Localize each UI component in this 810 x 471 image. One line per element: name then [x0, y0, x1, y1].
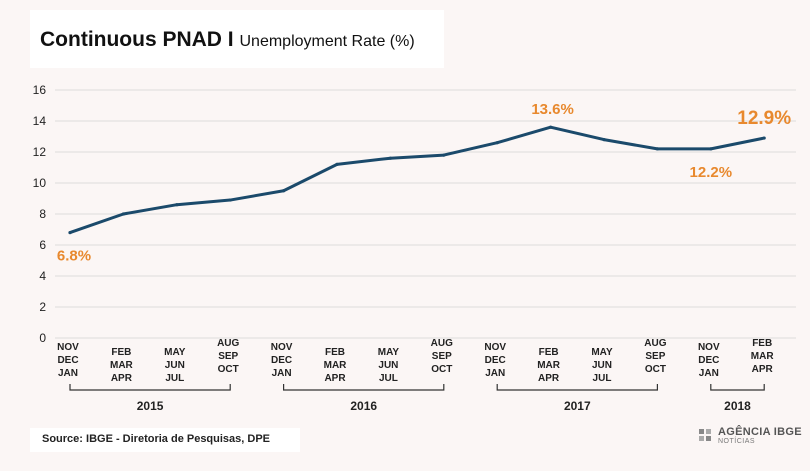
x-tick-label: JAN — [272, 368, 292, 379]
x-tick-label: MAR — [751, 351, 775, 362]
data-point — [762, 136, 766, 140]
x-tick-label: APR — [752, 364, 774, 375]
x-tick-label: JAN — [58, 368, 78, 379]
x-tick-label: OCT — [431, 364, 452, 375]
x-tick-label: DEC — [271, 355, 292, 366]
x-tick-label: FEB — [752, 338, 772, 349]
x-tick-label: JUN — [378, 360, 398, 371]
data-point — [495, 141, 499, 145]
data-point — [175, 203, 179, 207]
data-point — [655, 147, 660, 151]
y-tick-label: 16 — [33, 83, 47, 97]
x-tick-label: APR — [324, 373, 346, 384]
y-tick-label: 10 — [33, 176, 47, 190]
x-tick-label: APR — [111, 373, 133, 384]
x-tick-label: JUN — [165, 360, 185, 371]
x-tick-label: AUG — [217, 338, 239, 349]
x-tick-label: JAN — [699, 368, 719, 379]
x-tick-label: SEP — [218, 351, 238, 362]
x-tick-label: AUG — [644, 338, 666, 349]
x-tick-label: MAR — [110, 360, 134, 371]
x-tick-label: AUG — [431, 338, 453, 349]
x-tick-label: DEC — [485, 355, 506, 366]
data-point — [602, 138, 606, 142]
year-label: 2015 — [137, 399, 164, 413]
y-tick-label: 14 — [33, 114, 47, 128]
data-label: 12.2% — [690, 164, 733, 181]
source-box: Source: IBGE - Diretoria de Pesquisas, D… — [30, 428, 300, 452]
year-label: 2018 — [724, 399, 751, 413]
x-tick-label: SEP — [645, 351, 665, 362]
y-tick-label: 12 — [33, 145, 47, 159]
x-tick-label: FEB — [539, 347, 559, 358]
data-point — [68, 231, 72, 235]
x-tick-label: APR — [538, 373, 560, 384]
data-point — [549, 125, 553, 129]
data-label: 6.8% — [57, 248, 91, 265]
x-tick-label: MAR — [537, 360, 561, 371]
data-point — [709, 147, 713, 151]
data-point — [282, 189, 286, 193]
x-tick-label: JUN — [592, 360, 612, 371]
y-tick-label: 4 — [39, 269, 46, 283]
agency-logo: AGÊNCIA IBGE NOTÍCIAS — [698, 425, 802, 449]
x-tick-label: FEB — [325, 347, 345, 358]
y-tick-label: 0 — [39, 331, 46, 345]
data-label: 12.9% — [737, 108, 791, 129]
x-tick-label: MAR — [324, 360, 348, 371]
logo-sub: NOTÍCIAS — [718, 438, 756, 445]
series-line — [69, 125, 765, 235]
x-tick-label: NOV — [484, 342, 506, 353]
y-tick-label: 2 — [39, 300, 46, 314]
x-tick-label: JUL — [593, 373, 612, 384]
year-bracket — [283, 384, 445, 391]
title-box: Continuous PNAD I Unemployment Rate (%) — [30, 10, 444, 68]
year-bracket — [496, 384, 658, 391]
data-point — [121, 212, 125, 216]
source-note: Source: IBGE - Diretoria de Pesquisas, D… — [42, 433, 271, 445]
data-label: 13.6% — [531, 101, 574, 118]
year-label: 2017 — [564, 399, 591, 413]
data-point — [442, 153, 446, 157]
logo-brand: AGÊNCIA IBGE — [718, 426, 802, 438]
x-tick-label: MAY — [591, 347, 613, 358]
logo-mark-icon — [699, 429, 711, 441]
x-tick-label: SEP — [432, 351, 452, 362]
x-tick-label: MAY — [378, 347, 400, 358]
year-bracket — [69, 384, 231, 391]
y-tick-label: 8 — [39, 207, 46, 221]
year-bracket — [710, 384, 765, 391]
data-point — [335, 162, 339, 166]
data-point — [228, 198, 232, 202]
x-tick-label: DEC — [57, 355, 78, 366]
x-tick-label: NOV — [271, 342, 293, 353]
x-tick-label: JUL — [165, 373, 184, 384]
x-tick-label: NOV — [57, 342, 79, 353]
y-tick-label: 6 — [39, 238, 46, 252]
x-tick-label: FEB — [111, 347, 131, 358]
x-tick-label: MAY — [164, 347, 186, 358]
x-tick-label: JAN — [485, 368, 505, 379]
x-tick-label: NOV — [698, 342, 720, 353]
x-tick-label: JUL — [379, 373, 398, 384]
x-tick-label: DEC — [698, 355, 719, 366]
chart-title: Continuous PNAD I Unemployment Rate (%) — [40, 28, 415, 51]
year-label: 2016 — [350, 399, 377, 413]
chart-subtitle: Unemployment Rate (%) — [239, 33, 415, 50]
data-point — [388, 156, 392, 160]
x-tick-label: OCT — [218, 364, 239, 375]
x-tick-label: OCT — [645, 364, 666, 375]
